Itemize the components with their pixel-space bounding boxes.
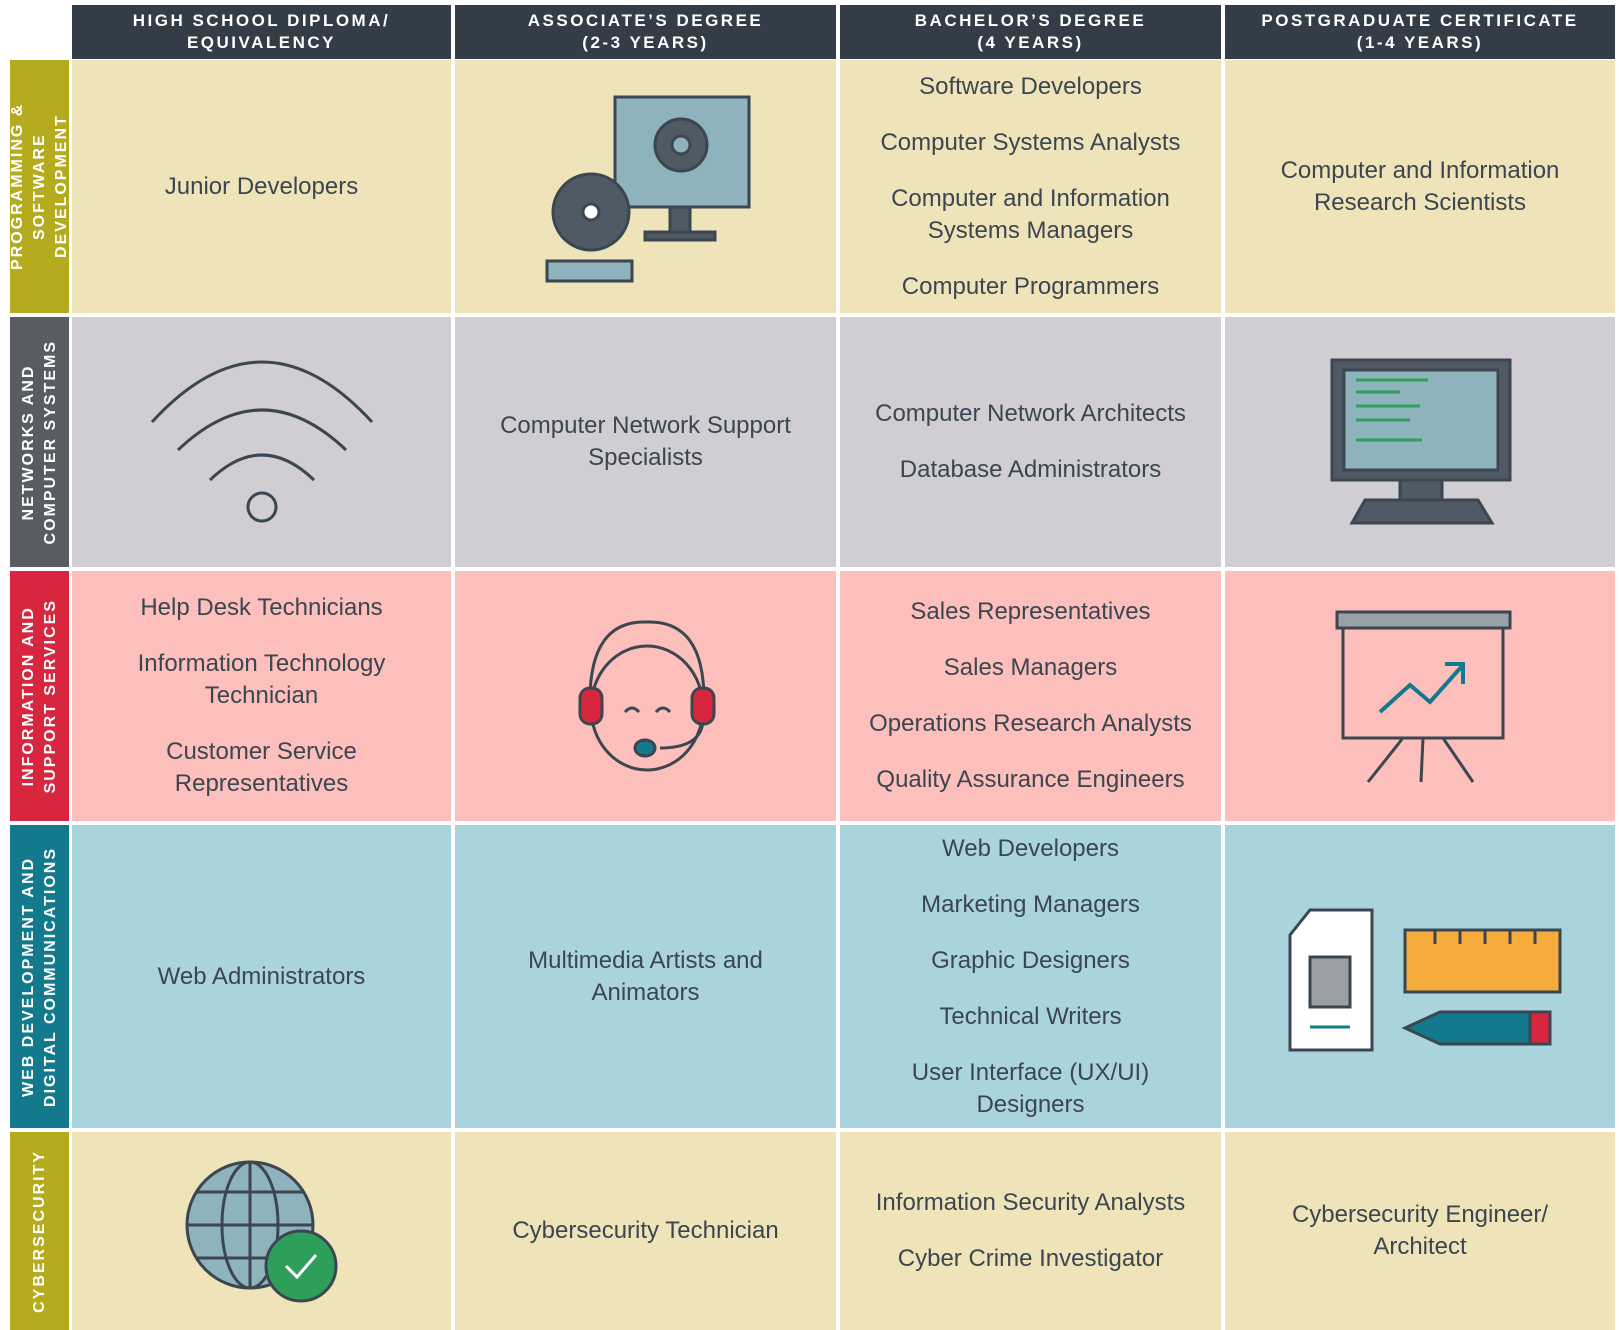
- job-title: Cybersecurity Technician: [512, 1217, 779, 1244]
- cell: [1225, 825, 1615, 1128]
- job-title: Software Developers: [919, 72, 1142, 100]
- column-header: ASSOCIATE’S DEGREE (2-3 YEARS): [455, 5, 836, 59]
- header-line: (2-3 YEARS): [582, 33, 709, 52]
- job-title: Quality Assurance Engineers: [876, 766, 1185, 793]
- row-label-text: NETWORKS AND COMPUTER SYSTEMS: [18, 340, 62, 544]
- row-label: CYBERSECURITY: [10, 1132, 69, 1330]
- job-title: Operations Research Analysts: [869, 710, 1192, 737]
- cell: [72, 1132, 451, 1330]
- cell: Web Administrators: [72, 825, 451, 1128]
- cell: Web Developers Marketing Managers Graphic …: [840, 825, 1221, 1128]
- cell: Information Security Analysts Cyber Crime…: [840, 1132, 1221, 1330]
- row-label-line: COMPUTER SYSTEMS: [41, 339, 59, 545]
- row-label-text: PROGRAMMING & SOFTWARE DEVELOPMENT: [7, 60, 73, 313]
- job-title: Cybersecurity Engineer/ Architect: [1291, 1201, 1549, 1260]
- row-label-line: CYBERSECURITY: [30, 1149, 48, 1313]
- job-title: Cyber Crime Investigator: [897, 1245, 1164, 1272]
- header-line: HIGH SCHOOL DIPLOMA/: [132, 11, 391, 30]
- job-title: Information Technology Technician: [137, 650, 386, 709]
- job-title: Computer Network Architects: [875, 400, 1186, 427]
- job-title: Sales Representatives: [910, 598, 1151, 625]
- cell: [1225, 317, 1615, 567]
- cell: Junior Developers: [72, 60, 451, 313]
- job-title: Computer and Information Research Scient…: [1280, 156, 1560, 216]
- job-title: Junior Developers: [164, 172, 359, 200]
- cell: Computer Network Architects Database Admi…: [840, 317, 1221, 567]
- job-title: Marketing Managers: [921, 890, 1140, 918]
- job-title: Multimedia Artists and Animators: [528, 946, 763, 1006]
- row-label-line: SUPPORT SERVICES: [41, 598, 59, 794]
- header-line: POSTGRADUATE CERTIFICATE: [1261, 11, 1579, 30]
- cell: Computer Network Support Specialists: [455, 317, 836, 567]
- job-title: Computer Network Support Specialists: [500, 412, 791, 471]
- job-title: Computer Systems Analysts: [880, 128, 1181, 156]
- cell: [455, 571, 836, 821]
- row-label: PROGRAMMING & SOFTWARE DEVELOPMENT: [9, 60, 70, 313]
- job-title: Computer and Information Systems Manager…: [891, 184, 1170, 244]
- column-header: HIGH SCHOOL DIPLOMA/EQUIVALENCY: [72, 5, 451, 59]
- job-title: Database Administrators: [899, 456, 1162, 483]
- row-label: NETWORKS AND COMPUTER SYSTEMS: [10, 317, 69, 567]
- row-label-line: WEB DEVELOPMENT AND: [19, 856, 37, 1097]
- row-label-text: INFORMATION AND SUPPORT SERVICES: [18, 599, 62, 793]
- job-title: User Interface (UX/UI) Designers: [911, 1058, 1150, 1118]
- job-title: Web Administrators: [157, 962, 366, 990]
- job-title: Sales Managers: [943, 654, 1118, 681]
- cell: Software Developers Computer Systems Anal…: [840, 60, 1221, 313]
- row-label: INFORMATION AND SUPPORT SERVICES: [10, 571, 69, 821]
- row-label-line: INFORMATION AND: [19, 605, 37, 787]
- job-title: Customer Service Representatives: [166, 738, 357, 797]
- header-line: EQUIVALENCY: [186, 33, 337, 52]
- cell: Computer and Information Research Scient…: [1225, 60, 1615, 313]
- job-title: Web Developers: [942, 834, 1119, 862]
- cell: Sales Representatives Sales Managers Opera…: [840, 571, 1221, 821]
- row-label-line: DIGITAL COMMUNICATIONS: [41, 846, 59, 1107]
- row-label-line: SOFTWARE DEVELOPMENT: [30, 114, 70, 259]
- job-title: Help Desk Technicians: [140, 594, 383, 621]
- cell: [455, 60, 836, 313]
- row-label: WEB DEVELOPMENT AND DIGITAL COMMUNICATION…: [10, 825, 69, 1128]
- header-line: (4 YEARS): [977, 33, 1084, 52]
- job-title: Technical Writers: [939, 1002, 1122, 1030]
- cell: [72, 317, 451, 567]
- job-title: Graphic Designers: [931, 946, 1130, 974]
- job-title: Computer Programmers: [901, 272, 1160, 300]
- header-line: ASSOCIATE’S DEGREE: [527, 11, 764, 30]
- column-header: BACHELOR’S DEGREE (4 YEARS): [840, 5, 1221, 59]
- cell: Cybersecurity Technician: [455, 1132, 836, 1330]
- cell: Cybersecurity Engineer/ Architect: [1225, 1132, 1615, 1330]
- header-line: (1-4 YEARS): [1356, 33, 1484, 52]
- cell: [1225, 571, 1615, 821]
- column-header: POSTGRADUATE CERTIFICATE (1-4 YEARS): [1225, 5, 1615, 59]
- row-label-line: NETWORKS AND: [19, 364, 37, 520]
- header-line: BACHELOR’S DEGREE: [914, 11, 1147, 30]
- cell: Help Desk Technicians Information Technol…: [72, 571, 451, 821]
- row-label-text: CYBERSECURITY: [29, 1150, 51, 1313]
- cell: Multimedia Artists and Animators: [455, 825, 836, 1128]
- job-title: Information Security Analysts: [875, 1189, 1186, 1216]
- row-label-text: WEB DEVELOPMENT AND DIGITAL COMMUNICATION…: [18, 847, 62, 1107]
- row-label-line: PROGRAMMING &: [8, 102, 26, 271]
